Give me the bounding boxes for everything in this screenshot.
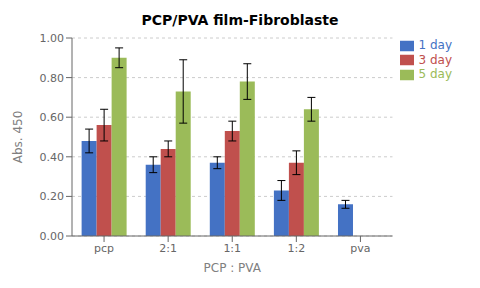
svg-text:0.80: 0.80 <box>40 72 65 85</box>
html-text:5 day: 5 day <box>418 67 452 81</box>
svg-text:pcp: pcp <box>94 242 114 255</box>
svg-text:1:2: 1:2 <box>287 242 305 255</box>
svg-text:1.00: 1.00 <box>40 32 65 45</box>
html-text:PCP/PVA film-Fibroblaste: PCP/PVA film-Fibroblaste <box>141 12 339 28</box>
svg-text:pva: pva <box>350 242 370 255</box>
svg-text:0.60: 0.60 <box>40 111 65 124</box>
svg-text:PCP : PVA: PCP : PVA <box>204 261 262 275</box>
svg-text:0.00: 0.00 <box>40 230 65 243</box>
svg-text:2:1: 2:1 <box>159 242 177 255</box>
svg-text:0.40: 0.40 <box>40 151 65 164</box>
html-text:3 day: 3 day <box>418 52 452 67</box>
html-text:1 day: 1 day <box>418 38 452 52</box>
svg-text:0.20: 0.20 <box>40 190 65 203</box>
svg-text:Abs. 450: Abs. 450 <box>11 111 25 164</box>
svg-text:1:1: 1:1 <box>223 242 241 255</box>
